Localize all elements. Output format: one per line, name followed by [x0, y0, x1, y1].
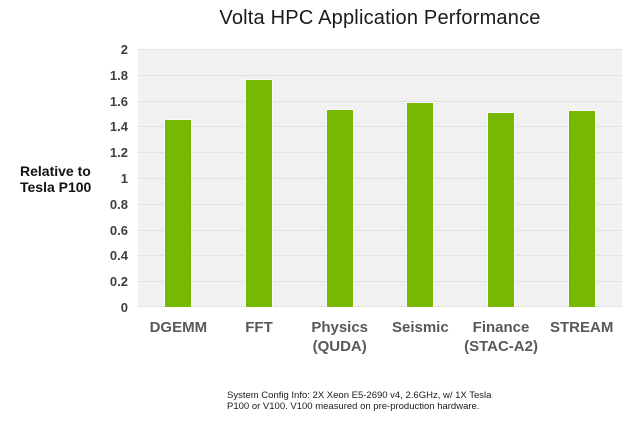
x-axis-label-line: (QUDA): [312, 338, 367, 355]
x-axis-label: FFT: [219, 318, 300, 356]
y-tick-label: 1.2: [109, 145, 128, 160]
gridline: [138, 230, 622, 231]
gridline: [138, 49, 622, 50]
y-axis-title: Relative to Tesla P100: [20, 163, 91, 195]
y-axis-title-line2: Tesla P100: [20, 179, 92, 195]
bar-seismic: [407, 103, 433, 307]
x-axis-labels: DGEMM FFT Physics (QUDA) Seismic Finance (STAC…: [138, 318, 622, 356]
gridline: [138, 306, 622, 307]
gridline: [138, 204, 622, 205]
footnote-line1: System Config Info: 2X Xeon E5-2690 v4, …: [227, 390, 492, 401]
footnote-line2: P100 or V100. V100 measured on pre-produ…: [227, 400, 480, 412]
y-tick-label: 1: [120, 171, 128, 186]
x-axis-label-line: (STAC-A2): [464, 338, 538, 355]
system-config-footnote: System Config Info: 2X Xeon E5-2690 v4, …: [227, 390, 492, 412]
x-axis-label-line: FFT: [245, 319, 273, 336]
y-tick-label: 1.8: [109, 68, 128, 83]
x-axis-label: Seismic: [380, 318, 461, 356]
x-axis-label: DGEMM: [138, 318, 219, 356]
y-tick-label: 0.6: [109, 223, 128, 238]
bar-stream: [569, 111, 595, 307]
bar-physics-quda: [327, 110, 353, 307]
y-tick-label: 2: [120, 42, 128, 57]
plot-area: [138, 49, 622, 307]
gridline: [138, 152, 622, 153]
y-tick-label: 1.6: [109, 94, 128, 109]
x-axis-label-line: Finance: [472, 319, 530, 336]
gridline: [138, 75, 622, 76]
gridline: [138, 178, 622, 179]
y-tick-label: 0.2: [109, 274, 128, 289]
bar-fft: [246, 80, 272, 307]
x-axis-label-line: STREAM: [550, 319, 614, 336]
x-axis-label: Finance (STAC-A2): [461, 318, 542, 356]
gridline: [138, 281, 622, 282]
x-axis-label-line: Seismic: [391, 319, 449, 336]
y-axis-title-line1: Relative to: [20, 163, 91, 179]
y-tick-label: 0.8: [109, 197, 128, 212]
x-axis-label-line: Physics: [311, 319, 369, 336]
y-tick-label: 0.4: [109, 248, 128, 263]
chart-title: Volta HPC Application Performance: [219, 7, 541, 29]
gridline: [138, 101, 622, 102]
y-axis-ticks: 0 0.2 0.4 0.6 0.8 1 1.2 1.4 1.6 1.8 2: [0, 0, 128, 424]
y-tick-label: 0: [120, 300, 128, 315]
bar-finance-stac-a2: [488, 113, 514, 307]
gridline: [138, 126, 622, 127]
x-axis-label: STREAM: [541, 318, 622, 356]
y-tick-label: 1.4: [109, 119, 128, 134]
bar-dgemm: [165, 120, 191, 307]
x-axis-label: Physics (QUDA): [299, 318, 380, 356]
x-axis-label-line: DGEMM: [149, 319, 208, 336]
gridline: [138, 255, 622, 256]
